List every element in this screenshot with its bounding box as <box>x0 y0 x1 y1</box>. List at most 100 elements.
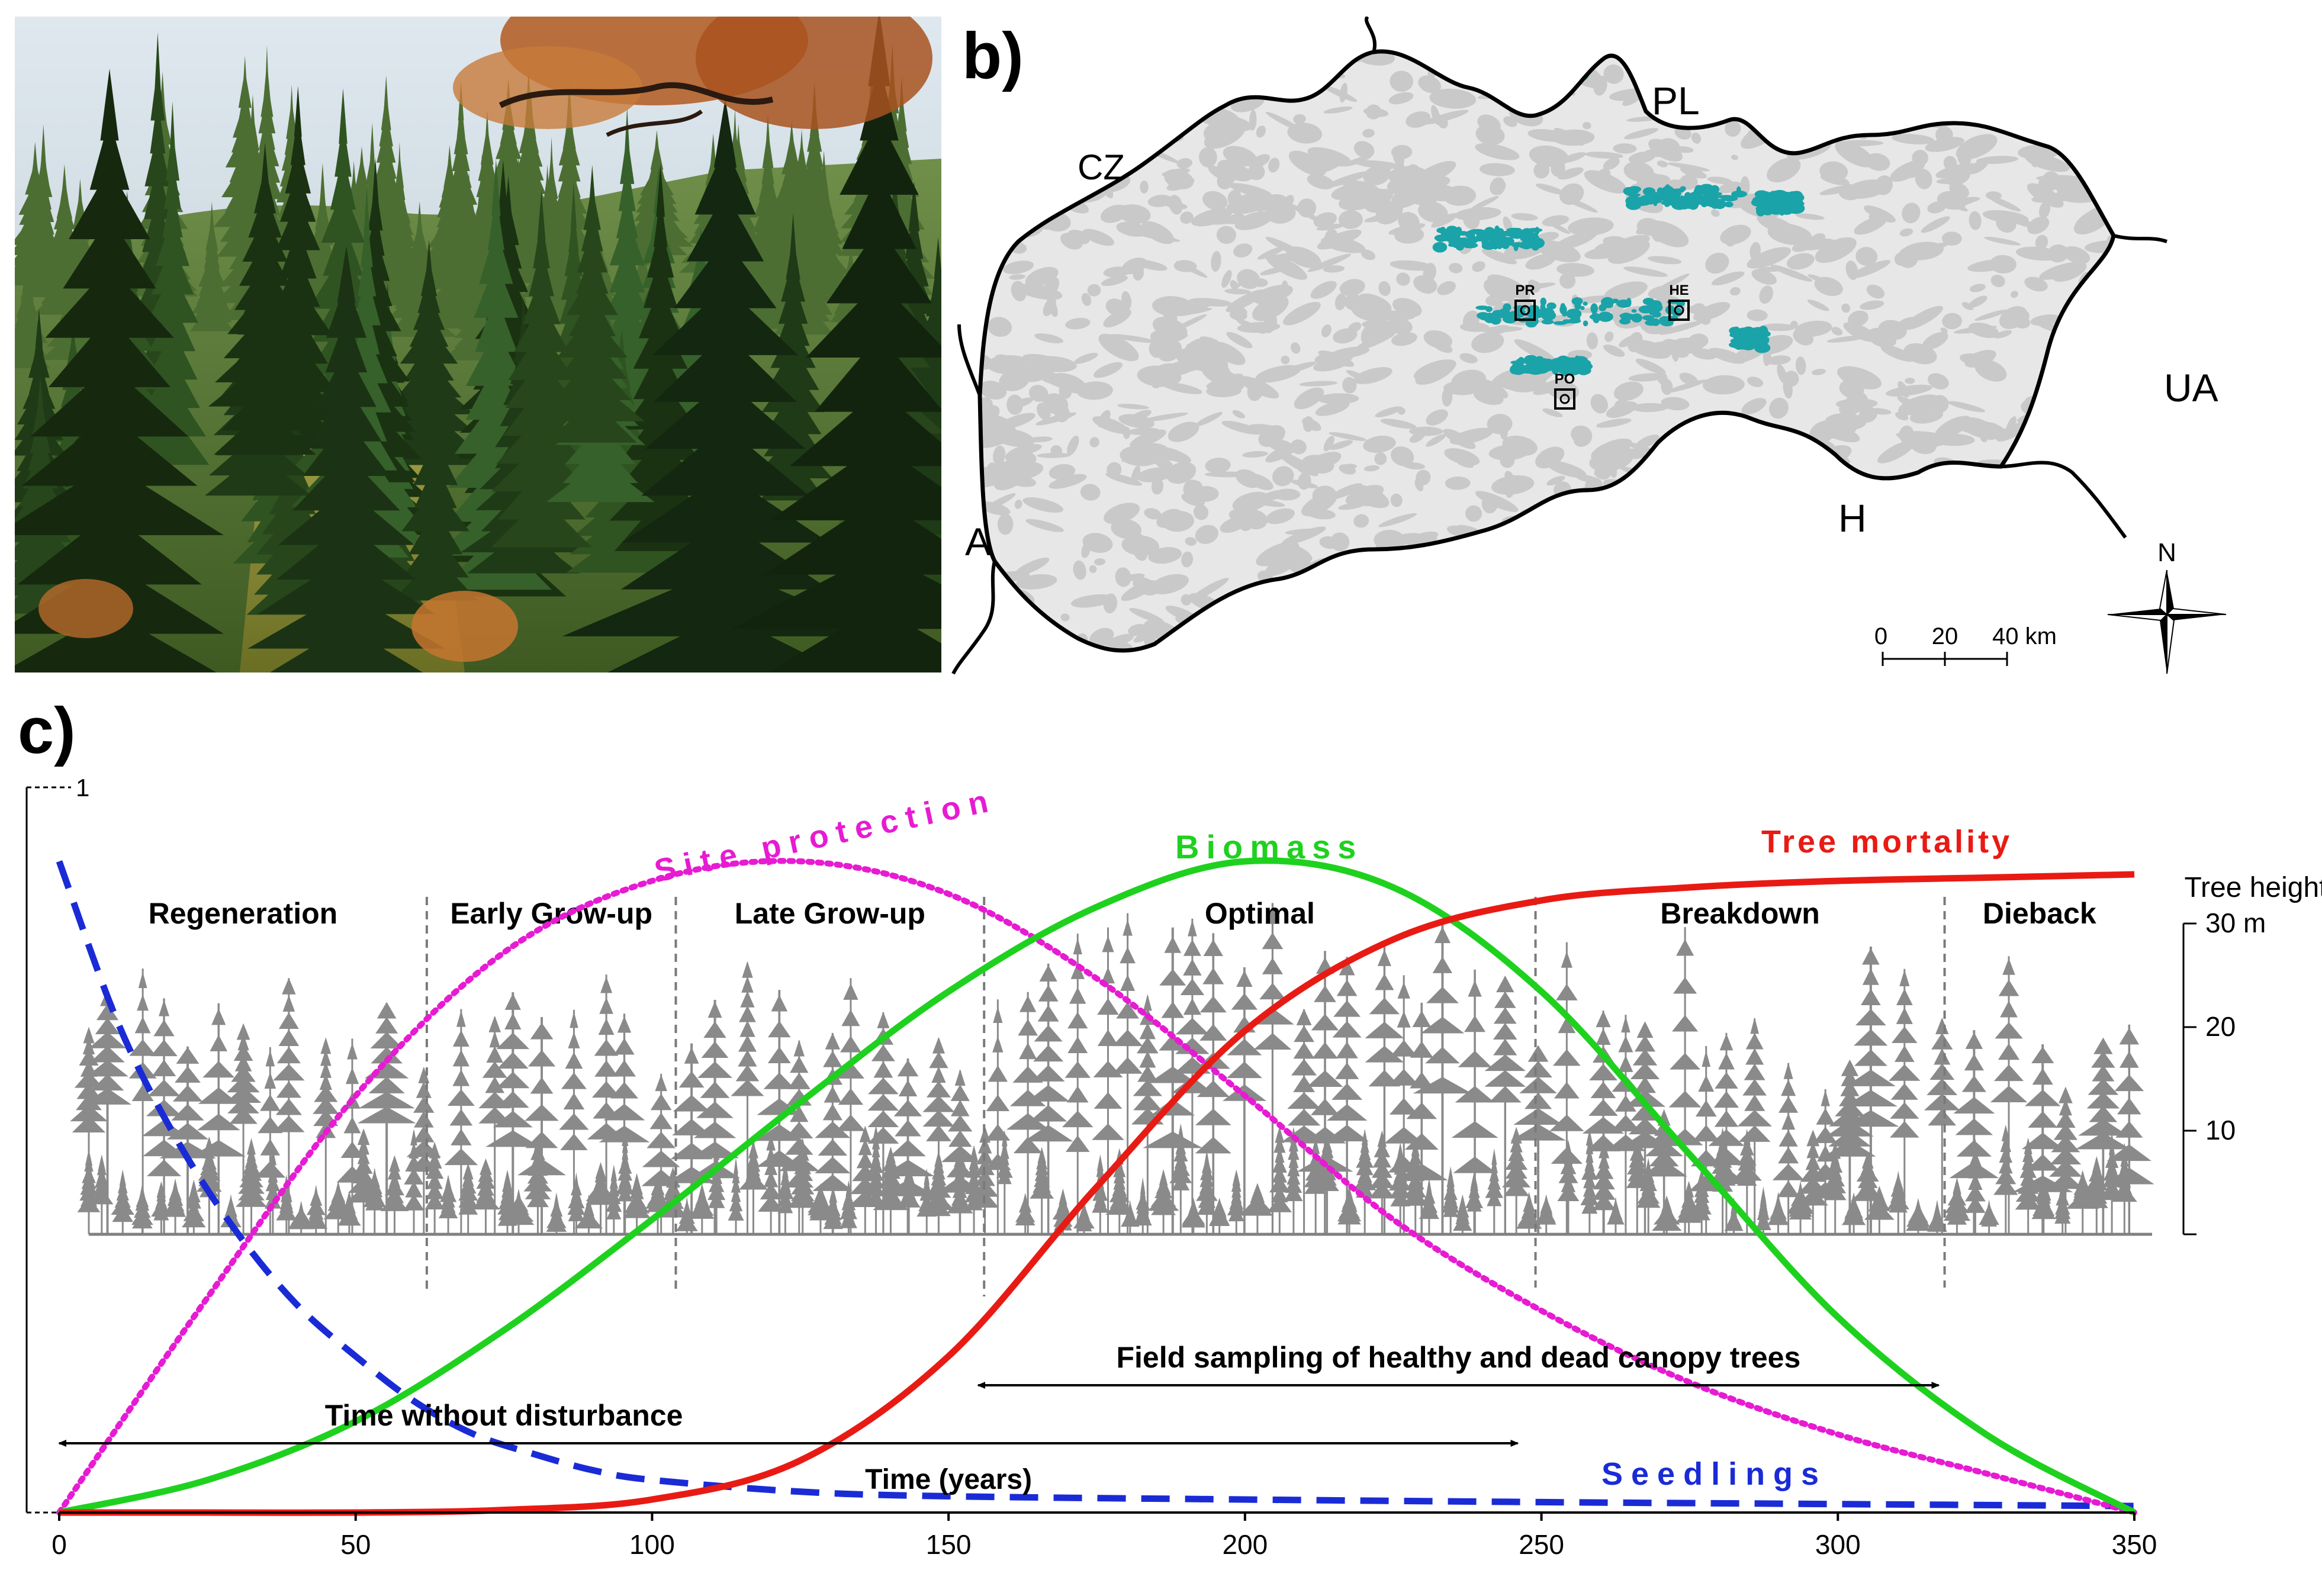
tree-height-title: Tree height <box>2184 872 2322 903</box>
tree-silhouette <box>313 1037 339 1234</box>
tree-silhouette <box>690 1183 715 1234</box>
tree-silhouette <box>836 978 866 1234</box>
tree-silhouette <box>128 968 157 1234</box>
tree-silhouette <box>1112 913 1143 1234</box>
time-without-disturbance-label: Time without disturbance <box>325 1399 683 1432</box>
tree-silhouette <box>1453 1194 1472 1234</box>
tree-silhouette <box>1502 1127 1531 1234</box>
tree-silhouette <box>191 1003 246 1234</box>
y-tick-top: 1 <box>76 774 89 802</box>
stage-label: Dieback <box>1983 897 2096 930</box>
series-site-protection-label: Site protection <box>651 782 999 889</box>
tree-silhouette <box>2104 1024 2154 1234</box>
tree-silhouette <box>985 999 1011 1234</box>
tree-silhouette <box>2085 1156 2108 1234</box>
tree-silhouette <box>546 1192 567 1234</box>
stage-label: Early Grow-up <box>450 897 652 930</box>
tree-silhouette <box>996 1130 1013 1234</box>
north-arrow-icon: N <box>2107 538 2227 674</box>
tree-silhouette <box>2047 1086 2084 1234</box>
tree-silhouettes <box>70 903 2154 1234</box>
country-label-pl: PL <box>1652 79 1700 123</box>
panel-c-label: c) <box>18 694 76 767</box>
tree-silhouette <box>1267 1126 1292 1234</box>
x-axis-title: Time (years) <box>865 1464 1032 1495</box>
tree-silhouette <box>2075 1037 2131 1234</box>
tree-silhouette <box>225 1023 262 1234</box>
series-seedlings-label: Seedlings <box>1601 1456 1827 1492</box>
country-label-cz: CZ <box>1078 147 1125 187</box>
stage-label: Optimal <box>1205 897 1315 930</box>
tree-silhouette <box>1353 1128 1377 1234</box>
tree-silhouette <box>1905 1198 1931 1234</box>
tree-silhouette <box>559 1009 589 1234</box>
tree-silhouette <box>83 989 132 1234</box>
x-tick-label: 250 <box>1519 1529 1564 1560</box>
tree-silhouette <box>599 1013 650 1234</box>
tree-silhouette <box>1133 1177 1152 1234</box>
series-biomass-label: Biomass <box>1175 828 1363 865</box>
tree-silhouette <box>1395 1002 1448 1234</box>
tree-silhouette <box>1484 976 1526 1234</box>
tree-silhouette <box>1062 934 1094 1234</box>
autumn-foliage <box>453 17 932 137</box>
tree-silhouette <box>1143 927 1203 1234</box>
tree-silhouette <box>1284 1127 1303 1234</box>
country-label-ua: UA <box>2164 366 2218 410</box>
tree-silhouette <box>1419 1177 1439 1234</box>
x-tick-label: 350 <box>2112 1529 2157 1560</box>
tree-silhouette <box>1442 1166 1459 1234</box>
country-label-h: H <box>1838 496 1867 540</box>
x-tick-label: 150 <box>926 1529 972 1560</box>
y-axis: 1 <box>25 774 89 1514</box>
tree-silhouette <box>1092 927 1124 1234</box>
tree-silhouette <box>273 977 305 1234</box>
height-tick-10: 10 <box>2205 1115 2236 1145</box>
tree-silhouette <box>2012 1044 2073 1234</box>
tree-silhouette <box>406 1066 442 1234</box>
tree-silhouette <box>1510 1045 1567 1234</box>
tree-silhouette <box>867 1125 885 1234</box>
tree-silhouette <box>728 1157 744 1234</box>
tree-silhouette <box>1365 945 1404 1234</box>
tree-height-scale: Tree height 30 m 20 10 <box>2182 872 2322 1235</box>
tree-silhouette <box>380 1155 409 1234</box>
scale-bar: 0 20 40 km <box>1874 623 2057 666</box>
tree-silhouette <box>1485 1148 1504 1234</box>
tree-silhouette <box>1023 963 1073 1234</box>
tree-silhouette <box>1451 969 1498 1234</box>
forest-photo <box>15 17 941 672</box>
tree-silhouette <box>1772 1062 1805 1234</box>
tree-silhouette <box>438 1175 458 1234</box>
tree-silhouette <box>840 1180 858 1234</box>
x-tick-label: 100 <box>629 1529 675 1560</box>
tree-silhouette <box>1147 1169 1179 1234</box>
scale-tick-0: 0 <box>1874 623 1887 649</box>
scale-tick-40: 40 km <box>1992 623 2057 649</box>
tree-silhouette <box>1536 1194 1556 1234</box>
north-label: N <box>2157 538 2176 567</box>
tree-silhouette <box>1131 994 1164 1234</box>
tree-silhouette <box>1030 1147 1054 1234</box>
stage-labels: Regeneration Early Grow-up Late Grow-up Opt… <box>149 897 2096 930</box>
tree-silhouette <box>336 1038 368 1234</box>
tree-silhouette <box>1369 1130 1395 1234</box>
x-tick-label: 0 <box>52 1529 67 1560</box>
stage-label: Regeneration <box>149 897 338 930</box>
tree-silhouette <box>1889 968 1921 1234</box>
tree-silhouette <box>937 1069 983 1234</box>
tree-silhouette <box>1924 1018 1960 1234</box>
stage-label: Late Grow-up <box>735 897 925 930</box>
site-label-pr: PR <box>1515 282 1535 298</box>
x-tick-label: 50 <box>340 1529 371 1560</box>
tree-silhouette <box>867 1011 899 1234</box>
tree-silhouette <box>235 1138 268 1234</box>
tree-silhouette <box>1737 1017 1772 1234</box>
slovakia-map: CZ PL UA H A PR HE PO 0 20 40 km N <box>951 17 2227 675</box>
scale-tick-20: 20 <box>1932 623 1958 649</box>
stage-label: Breakdown <box>1660 897 1820 930</box>
tree-silhouette <box>471 1158 500 1234</box>
tree-silhouette <box>1842 946 1899 1234</box>
slovakia-border <box>977 49 2116 653</box>
panel-b-label: b) <box>962 20 1024 92</box>
